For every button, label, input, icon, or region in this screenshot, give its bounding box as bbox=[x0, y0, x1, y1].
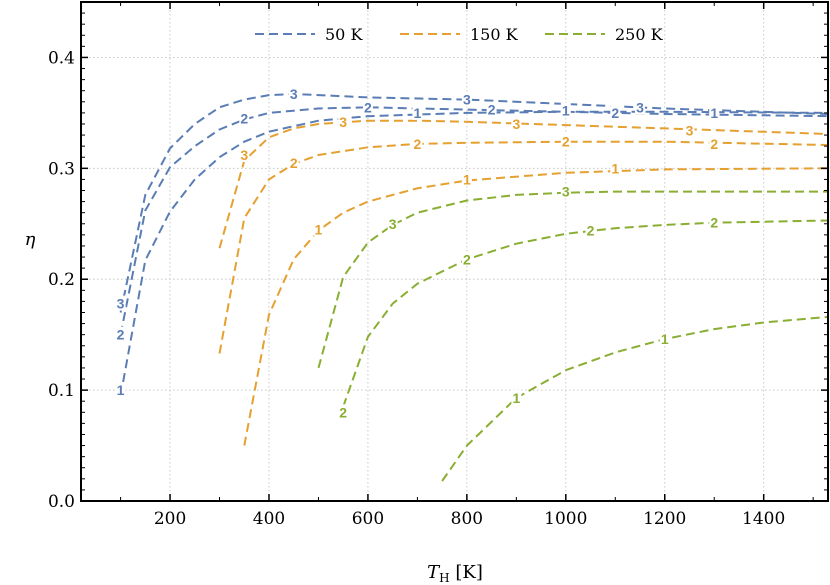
curve-label: 3 bbox=[240, 147, 248, 163]
y-tick-label: 0.2 bbox=[48, 270, 75, 290]
curve-label: 2 bbox=[240, 110, 248, 126]
curve-label: 2 bbox=[463, 251, 471, 267]
series-line-50k-3 bbox=[119, 93, 829, 313]
curve-label: 3 bbox=[636, 99, 644, 115]
curve-label: 2 bbox=[562, 134, 570, 150]
curve-label-bg bbox=[115, 295, 126, 311]
curve-label: 1 bbox=[661, 331, 669, 347]
legend: 50 K 150 K 250 K bbox=[255, 25, 664, 44]
ticks: 200 400 600 800 1000 1200 1400 0.0 0.1 0.2 0.3 0.4 bbox=[48, 2, 828, 529]
y-axis-label: η bbox=[25, 229, 36, 250]
curve-label: 2 bbox=[364, 99, 372, 115]
curve-label-bg bbox=[313, 221, 324, 237]
curve-label: 2 bbox=[117, 327, 125, 343]
curve-label-bg bbox=[239, 147, 250, 163]
x-tick-label: 1400 bbox=[742, 509, 785, 529]
curve-label: 3 bbox=[117, 296, 125, 312]
x-tick-label: 400 bbox=[253, 509, 285, 529]
curve-label: 3 bbox=[389, 216, 397, 232]
curve-label-bg bbox=[610, 160, 621, 176]
curve-label-bg bbox=[511, 389, 522, 405]
curve-label: 1 bbox=[463, 171, 471, 187]
curve-label-bg bbox=[338, 113, 349, 129]
curve-label-bg bbox=[338, 404, 349, 420]
curve-label-bg bbox=[585, 222, 596, 238]
curve-label: 2 bbox=[710, 215, 718, 231]
x-axis-label: TH [K] bbox=[427, 562, 483, 585]
plot-frame bbox=[80, 1, 829, 502]
curve-label: 3 bbox=[562, 184, 570, 200]
y-tick-label: 0.4 bbox=[48, 48, 75, 68]
curve-label: 3 bbox=[512, 116, 520, 132]
curve-label-bg bbox=[239, 110, 250, 126]
curve-label-bg bbox=[461, 91, 472, 107]
curve-label-bg bbox=[610, 104, 621, 120]
x-tick-label: 1000 bbox=[544, 509, 587, 529]
curve-label-bg bbox=[511, 115, 522, 131]
curve-label-bg bbox=[412, 135, 423, 151]
curve-label-bg bbox=[288, 86, 299, 102]
curve-label: 1 bbox=[117, 382, 125, 398]
grid bbox=[81, 2, 828, 502]
curve-label-bg bbox=[115, 382, 126, 398]
curve-label: 2 bbox=[339, 404, 347, 420]
legend-label-2: 250 K bbox=[615, 25, 664, 44]
curve-label: 2 bbox=[710, 136, 718, 152]
legend-label-0: 50 K bbox=[325, 25, 363, 44]
series-line-250k-2 bbox=[342, 219, 829, 408]
curve-label: 2 bbox=[488, 102, 496, 118]
curve-label-bg bbox=[486, 101, 497, 117]
series-group bbox=[119, 93, 829, 482]
series-line-150k-1 bbox=[243, 167, 829, 446]
curve-label-bg bbox=[412, 104, 423, 120]
curve-label: 1 bbox=[413, 105, 421, 121]
curve-label-bg bbox=[461, 251, 472, 267]
curve-label-bg bbox=[115, 326, 126, 342]
curve-label-bg bbox=[709, 214, 720, 230]
curve-label: 1 bbox=[611, 160, 619, 176]
curve-label: 1 bbox=[710, 105, 718, 121]
series-line-150k-3 bbox=[218, 119, 829, 249]
x-tick-label: 1200 bbox=[643, 509, 686, 529]
curve-label-bg bbox=[362, 99, 373, 115]
curve-label: 2 bbox=[587, 222, 595, 238]
curve-label-bg bbox=[709, 135, 720, 151]
curve-label-bg bbox=[461, 171, 472, 187]
curve-label-bg bbox=[659, 331, 670, 347]
curve-label: 1 bbox=[315, 221, 323, 237]
curve-label-bg bbox=[560, 102, 571, 118]
y-tick-label: 0.1 bbox=[48, 381, 75, 401]
series-line-50k-1 bbox=[119, 110, 829, 396]
curve-label: 1 bbox=[512, 390, 520, 406]
curve-label-bg bbox=[635, 99, 646, 115]
curve-label: 3 bbox=[686, 123, 694, 139]
curve-label-bg bbox=[560, 183, 571, 199]
curve-label: 3 bbox=[339, 114, 347, 130]
x-tick-label: 800 bbox=[451, 509, 483, 529]
curve-label-bg bbox=[560, 133, 571, 149]
curve-label: 2 bbox=[290, 155, 298, 171]
x-tick-label: 200 bbox=[154, 509, 186, 529]
curve-label-bg bbox=[709, 104, 720, 120]
legend-label-1: 150 K bbox=[470, 25, 519, 44]
y-tick-label: 0.0 bbox=[48, 492, 75, 512]
curve-label-bg bbox=[288, 154, 299, 170]
series-line-250k-1 bbox=[441, 315, 829, 482]
curve-label: 2 bbox=[413, 136, 421, 152]
x-tick-label: 600 bbox=[352, 509, 384, 529]
curve-label: 3 bbox=[290, 86, 298, 102]
curve-label-bg bbox=[387, 215, 398, 231]
curve-label: 1 bbox=[562, 103, 570, 119]
y-tick-label: 0.3 bbox=[48, 159, 75, 179]
curve-label-bg bbox=[684, 122, 695, 138]
curve-label: 3 bbox=[463, 92, 471, 108]
curve-label: 2 bbox=[611, 105, 619, 121]
series-line-150k-2 bbox=[218, 140, 829, 354]
series-line-250k-3 bbox=[317, 190, 828, 369]
